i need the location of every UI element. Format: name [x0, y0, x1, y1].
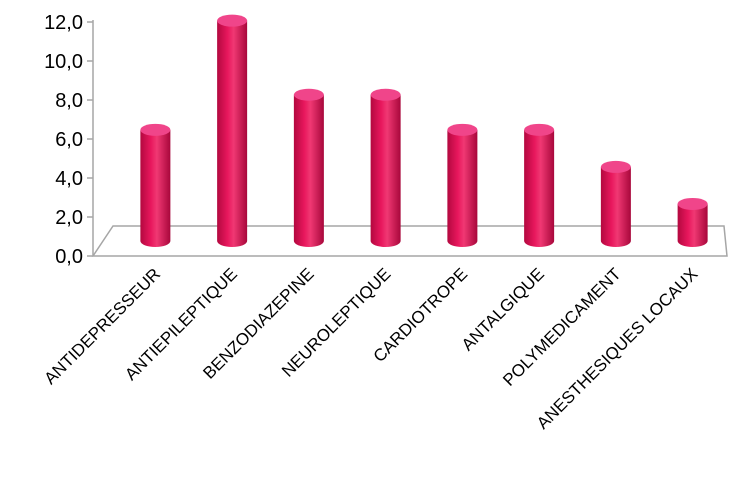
y-tick-label: 0,0 [55, 246, 83, 268]
bar [677, 197, 708, 247]
bar-body [447, 129, 478, 247]
bar [370, 88, 401, 247]
floor-outline [91, 225, 728, 257]
bar [217, 14, 248, 248]
bar-top [600, 160, 631, 173]
bar-body [370, 94, 401, 247]
bar [524, 123, 555, 247]
bar-top [217, 14, 248, 27]
bar [140, 123, 171, 247]
y-tick-label: 2,0 [55, 207, 83, 229]
y-tick-labels: 0,0 2,0 4,0 6,0 8,0 10,0 12,0 [44, 12, 83, 268]
y-tick-label: 8,0 [55, 90, 83, 112]
bar-body [217, 20, 248, 248]
y-tick-label: 4,0 [55, 168, 83, 190]
bar-top [677, 197, 708, 210]
bar-series [140, 14, 708, 248]
bar-top [140, 123, 171, 136]
bar-top [370, 88, 401, 101]
bar [447, 123, 478, 247]
bar-top [524, 123, 555, 136]
bar-body [140, 129, 171, 247]
bar-top [293, 88, 324, 101]
x-category-label: ANESTHESIQUES LOCAUX [533, 264, 701, 432]
y-tick-label: 10,0 [44, 51, 83, 73]
bar-top [447, 123, 478, 136]
bar-body [524, 129, 555, 247]
bar [293, 88, 324, 247]
bar-body [677, 203, 708, 247]
bar-body [600, 166, 631, 247]
chart-axes [87, 20, 728, 257]
bar-body [293, 94, 324, 247]
y-tick-label: 6,0 [55, 129, 83, 151]
x-category-labels: ANTIDEPRESSEURANTIEPILEPTIQUEBENZODIAZEP… [41, 264, 702, 432]
y-tick-label: 12,0 [44, 12, 83, 34]
bar [600, 160, 631, 247]
